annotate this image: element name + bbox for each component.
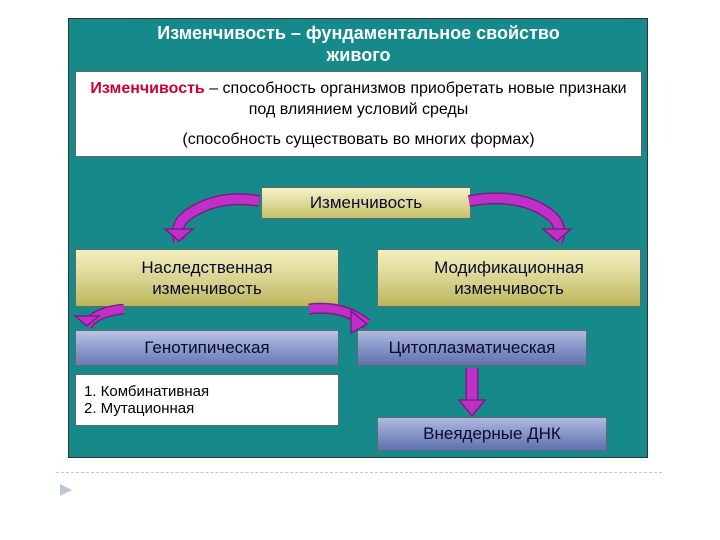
title-line1: Изменчивость – фундаментальное свойство [157, 23, 559, 45]
list-item-2: 2. Мутационная [84, 400, 338, 417]
list-item-1: 1. Комбинативная [84, 383, 338, 400]
slide-divider [56, 472, 662, 473]
list-box: 1. Комбинативная 2. Мутационная [75, 374, 339, 426]
node-extranuclear: Внеядерные ДНК [377, 417, 607, 451]
node-cytoplasmic: Цитоплазматическая [357, 330, 587, 366]
definition-box: Изменчивость – способность организмов пр… [75, 71, 642, 157]
diagram-canvas: Изменчивость – фундаментальное свойство … [68, 18, 648, 458]
node-genotypic: Генотипическая [75, 330, 339, 366]
slide-marker-icon [58, 482, 74, 498]
diagram-title: Изменчивость – фундаментальное свойство … [73, 22, 644, 68]
node-hereditary: Наследственная изменчивость [75, 249, 339, 307]
title-line2: живого [327, 45, 391, 67]
definition-rest: – способность организмов приобретать нов… [205, 80, 627, 119]
node-modification: Модификационная изменчивость [377, 249, 641, 307]
arrow-cytoplasmic-to-extranuclear [447, 364, 497, 422]
definition-paren: (способность существовать во многих форм… [182, 129, 534, 151]
definition-text: Изменчивость – способность организмов пр… [86, 78, 631, 121]
node-root: Изменчивость [261, 187, 471, 219]
definition-highlight: Изменчивость [90, 80, 204, 97]
